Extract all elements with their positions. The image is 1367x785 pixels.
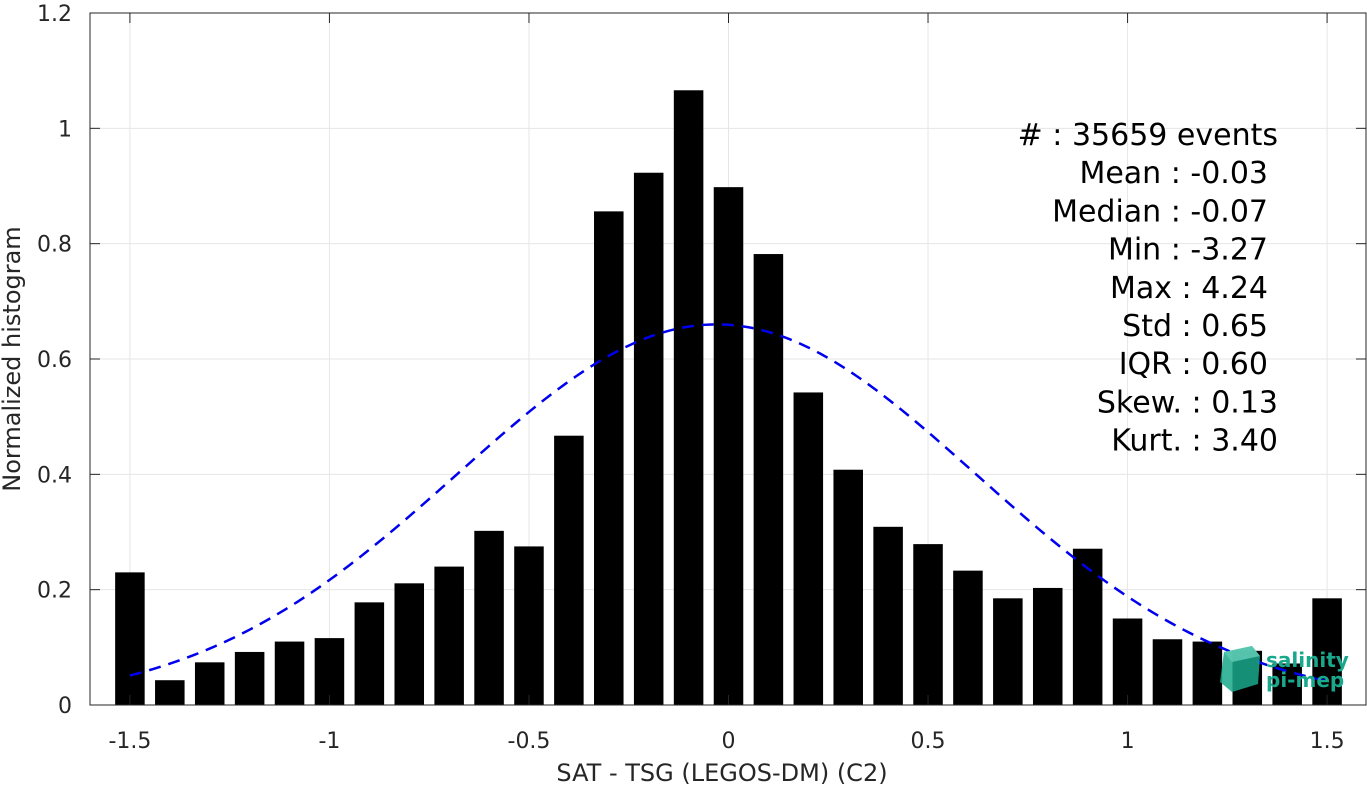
x-tick-label: 0.5 (911, 729, 946, 754)
stats-line: Max : 4.24 (1110, 271, 1268, 306)
stats-line: Kurt. : 3.40 (1111, 424, 1278, 459)
y-tick-labels: 0 0.2 0.4 0.6 0.8 1 1.2 (37, 2, 72, 719)
histogram-bar (753, 254, 784, 705)
histogram-bar (953, 570, 983, 705)
y-tick-label: 0.4 (37, 463, 72, 488)
histogram-bar (793, 392, 824, 705)
stats-line: Skew. : 0.13 (1097, 385, 1278, 420)
x-tick-label: 1.5 (1310, 729, 1345, 754)
x-tick-labels: -1.5 -1 -0.5 0 0.5 1 1.5 (108, 729, 1344, 754)
histogram-bar (434, 566, 464, 705)
histogram-bar (1192, 641, 1223, 705)
histogram-bar (633, 172, 664, 705)
y-tick-label: 0.8 (37, 233, 72, 258)
y-axis-label: Normalized histogram (0, 226, 26, 491)
gaussian-fit-curve (129, 323, 1328, 683)
x-tick-label: 1 (1121, 729, 1135, 754)
x-tick-label: -0.5 (508, 729, 551, 754)
histogram-bar (394, 583, 425, 705)
stats-line: # : 35659 events (1018, 118, 1278, 153)
stats-line: Mean : -0.03 (1079, 156, 1268, 191)
histogram-bars (115, 90, 1342, 706)
histogram-bar (1152, 639, 1183, 705)
histogram-bar (833, 469, 863, 705)
histogram-bar (993, 598, 1023, 705)
stats-line: IQR : 0.60 (1119, 347, 1268, 382)
stats-line: Min : -3.27 (1108, 233, 1268, 268)
axis-ticks (90, 12, 1366, 706)
histogram-bar (234, 651, 265, 705)
histogram-bar (115, 572, 145, 705)
histogram-bar (1112, 618, 1143, 705)
histogram-bar (594, 211, 624, 705)
x-tick-label: 0 (722, 729, 736, 754)
histogram-bar (194, 662, 225, 705)
y-tick-label: 0.6 (37, 348, 72, 373)
histogram-bar (155, 680, 185, 705)
histogram-bar (1072, 548, 1103, 705)
histogram-bar (354, 602, 385, 705)
histogram-bar (873, 526, 903, 705)
x-tick-label: -1.5 (108, 729, 151, 754)
x-axis-label: SAT - TSG (LEGOS-DM) (C2) (556, 759, 887, 785)
histogram-bar (913, 544, 943, 705)
y-tick-label: 1 (58, 117, 72, 142)
stats-line: Std : 0.65 (1122, 309, 1268, 344)
histogram-bar (554, 435, 584, 705)
logo-text-line1: salinity (1266, 648, 1349, 672)
histogram-bar (673, 90, 704, 706)
y-tick-label: 1.2 (37, 2, 72, 27)
y-tick-label: 0 (58, 694, 72, 719)
salinity-pimep-logo: salinity pi-mep (1220, 646, 1349, 692)
stats-line: Median : -0.07 (1052, 194, 1268, 229)
y-tick-label: 0.2 (37, 579, 72, 604)
histogram-bar (1312, 598, 1342, 705)
histogram-bar (514, 546, 544, 705)
histogram-bar (274, 641, 305, 705)
histogram-bar (314, 638, 345, 705)
histogram-bar (474, 530, 504, 705)
histogram-bar (1272, 663, 1302, 705)
histogram-bar (713, 187, 744, 706)
x-tick-label: -1 (318, 729, 340, 754)
logo-text-line2: pi-mep (1266, 668, 1344, 692)
histogram-bar (1032, 587, 1063, 705)
